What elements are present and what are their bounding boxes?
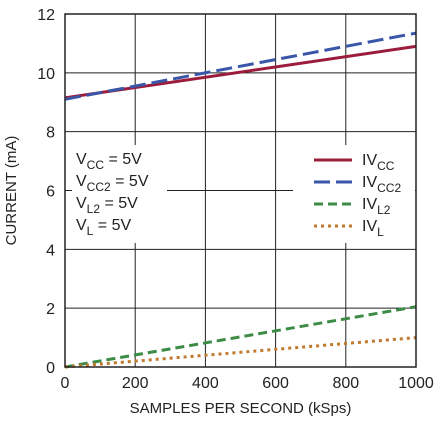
condition-line: VCC2 = 5V (76, 173, 149, 194)
y-tick-label: 0 (46, 360, 55, 377)
y-tick-label: 10 (37, 66, 55, 83)
x-tick-label: 1000 (398, 375, 434, 392)
x-axis-title: SAMPLES PER SECOND (kSps) (130, 400, 352, 417)
x-tick-label: 400 (192, 375, 219, 392)
y-tick-label: 12 (37, 7, 55, 24)
annotation-background (72, 145, 167, 243)
y-axis-title: CURRENT (mA) (3, 136, 20, 246)
legend-label-ivcc2: IVCC2 (362, 174, 401, 195)
series-line-ivl (64, 336, 417, 369)
condition-line: VL2 = 5V (76, 195, 138, 216)
y-tick-label: 8 (46, 125, 55, 142)
legend-background (293, 145, 415, 243)
x-tick-label: 0 (61, 375, 70, 392)
series-line-ivcc2 (64, 31, 417, 101)
legend-label-ivl2: IVL2 (362, 196, 391, 217)
x-tick-label: 200 (122, 375, 149, 392)
tick-labels: 0 200 400 600 800 1000 0 2 4 6 8 10 12 (37, 7, 434, 392)
x-tick-label: 600 (262, 375, 289, 392)
x-tick-label: 800 (332, 375, 359, 392)
series-line-ivl2 (64, 305, 417, 369)
legend-label-ivl: IVL (362, 218, 384, 239)
y-tick-label: 4 (46, 242, 55, 259)
grid (65, 14, 416, 367)
series-lines (64, 31, 417, 369)
condition-line: VCC = 5V (76, 151, 142, 172)
legend-label-ivcc: IVCC (362, 152, 395, 173)
y-tick-label: 6 (46, 184, 55, 201)
condition-line: VL = 5V (76, 217, 131, 238)
plot-frame (64, 13, 417, 368)
y-tick-label: 2 (46, 301, 55, 318)
